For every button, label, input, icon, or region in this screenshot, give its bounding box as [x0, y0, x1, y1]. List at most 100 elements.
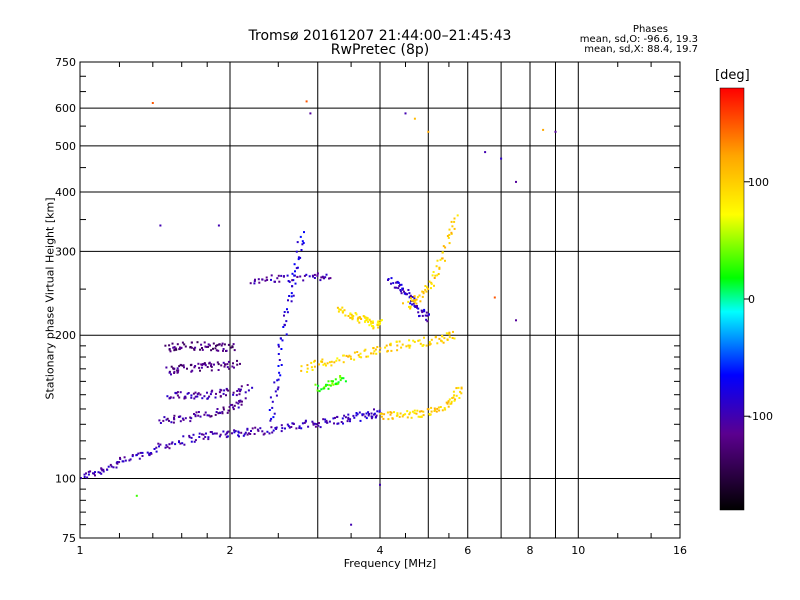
trace-point [341, 310, 344, 313]
trace-point [287, 280, 290, 282]
trace-point [295, 427, 298, 430]
scatter-point [427, 130, 430, 133]
trace-point [453, 337, 456, 340]
trace-point [444, 246, 447, 249]
trace-point [420, 415, 423, 418]
trace-point [433, 277, 436, 279]
trace-point [165, 444, 168, 447]
trace-point [427, 287, 430, 290]
trace-point [432, 271, 435, 273]
trace-point [344, 314, 347, 317]
trace-point [231, 403, 234, 406]
trace-point [329, 277, 332, 280]
trace-point [322, 363, 325, 366]
trace-point [226, 363, 229, 366]
trace-point [337, 382, 340, 385]
trace-point [453, 227, 456, 230]
trace-point [376, 321, 379, 324]
scatter-point [413, 117, 416, 120]
trace-point [277, 345, 280, 348]
trace-point [441, 257, 444, 260]
trace-point [232, 393, 235, 396]
trace-point [219, 395, 222, 398]
trace-point [355, 412, 358, 414]
trace-point [331, 382, 334, 385]
trace-point [300, 249, 303, 251]
trace-point [206, 366, 209, 368]
trace-point [119, 456, 121, 459]
trace-point [353, 358, 356, 361]
trace-point [325, 383, 327, 386]
trace-point [441, 251, 444, 254]
trace-point [353, 416, 356, 419]
trace-point [413, 301, 416, 304]
trace-point [110, 465, 113, 468]
trace-point [299, 235, 302, 238]
trace-point [389, 411, 392, 414]
trace-point [328, 384, 331, 387]
trace-point [204, 345, 207, 348]
trace-point [106, 468, 109, 471]
trace-point [422, 414, 425, 417]
trace-point [281, 427, 284, 430]
trace-point [375, 415, 377, 418]
trace-point [100, 467, 103, 470]
trace-point [158, 419, 161, 422]
trace-point [94, 471, 96, 474]
trace-point [207, 436, 210, 439]
trace-point [344, 380, 347, 383]
trace-point [239, 388, 242, 391]
trace-point [116, 461, 119, 463]
trace-point [409, 305, 412, 308]
trace-point [210, 415, 213, 418]
trace-point [456, 214, 459, 217]
trace-point [228, 406, 231, 408]
trace-point [347, 315, 350, 317]
trace-point [141, 455, 144, 457]
trace-point [438, 267, 441, 270]
trace-point [184, 417, 187, 420]
trace-point [366, 317, 369, 320]
trace-point [197, 411, 200, 413]
trace-point [379, 347, 382, 350]
trace-point [404, 413, 407, 416]
trace-point [292, 294, 295, 297]
trace-point [408, 344, 411, 347]
trace-point [341, 417, 344, 420]
trace-point [274, 427, 277, 429]
trace-point [426, 314, 429, 317]
trace-point [232, 408, 235, 411]
trace-point [391, 417, 394, 420]
trace-point [426, 408, 429, 411]
trace-point [423, 308, 426, 311]
trace-point [332, 383, 335, 386]
trace-point [358, 316, 361, 318]
trace-point [452, 330, 454, 333]
trace-point [236, 363, 239, 366]
trace-point [193, 347, 196, 350]
trace-point [183, 366, 185, 369]
trace-point [239, 362, 241, 365]
trace-point [448, 233, 451, 236]
trace-point [225, 432, 228, 435]
trace-point [279, 337, 282, 340]
trace-point [299, 275, 302, 278]
trace-point [376, 410, 379, 413]
trace-point [378, 350, 381, 353]
trace-point [428, 413, 431, 416]
trace-point [276, 388, 279, 391]
trace-point [222, 392, 225, 395]
stats-line-o: mean, sd,O: -96.6, 19.3 [579, 34, 698, 45]
trace-point [214, 413, 217, 416]
trace-point [417, 339, 420, 342]
trace-point [246, 384, 249, 386]
trace-point [277, 386, 280, 389]
trace-point [372, 327, 375, 330]
trace-point [295, 250, 298, 253]
trace-point [163, 416, 166, 419]
trace-point [194, 439, 197, 442]
trace-point [179, 415, 182, 418]
trace-point [300, 369, 303, 372]
trace-point [220, 344, 223, 347]
trace-point [426, 286, 429, 289]
